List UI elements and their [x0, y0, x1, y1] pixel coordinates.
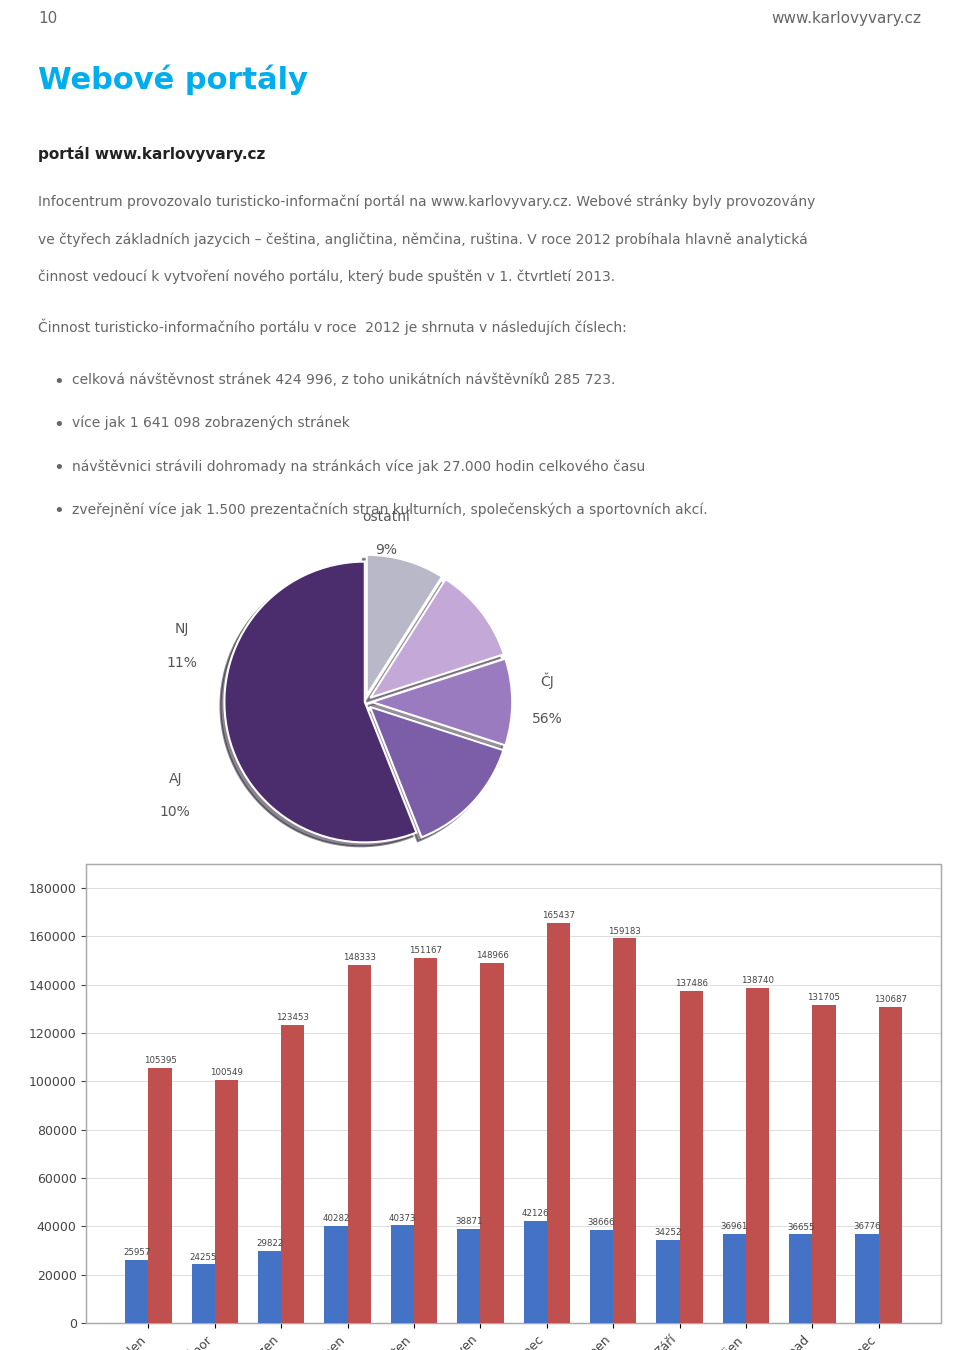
Text: ve čtyřech základních jazycich – čeština, angličtina, němčina, ruština. V roce 2: ve čtyřech základních jazycich – čeština… — [38, 232, 808, 247]
Text: portál www.karlovyvary.cz: portál www.karlovyvary.cz — [38, 146, 266, 162]
Text: 9%: 9% — [374, 543, 396, 558]
Bar — [789, 1234, 812, 1323]
Text: ostatní: ostatní — [362, 510, 410, 524]
Bar — [812, 1004, 835, 1323]
Text: ČJ: ČJ — [540, 672, 554, 690]
Text: 29822: 29822 — [256, 1239, 283, 1247]
Text: 159183: 159183 — [609, 926, 641, 936]
Text: Činnost turisticko-informačního portálu v roce  2012 je shrnuta v následujích čí: Činnost turisticko-informačního portálu … — [38, 319, 627, 335]
Text: 148966: 148966 — [475, 952, 509, 960]
Text: Infocentrum provozovalo turisticko-informační portál na www.karlovyvary.cz. Webo: Infocentrum provozovalo turisticko-infor… — [38, 194, 816, 209]
Bar — [746, 988, 769, 1323]
Text: 56%: 56% — [532, 711, 563, 726]
Text: •: • — [53, 459, 63, 477]
Text: 123453: 123453 — [276, 1012, 309, 1022]
Text: 130687: 130687 — [874, 995, 907, 1004]
Text: AJ: AJ — [169, 772, 182, 786]
Bar — [414, 957, 437, 1323]
Wedge shape — [367, 555, 442, 695]
Text: 151167: 151167 — [409, 946, 443, 954]
Wedge shape — [371, 579, 504, 698]
Bar — [125, 1261, 149, 1323]
Bar — [657, 1241, 680, 1323]
Wedge shape — [370, 707, 503, 837]
Bar — [613, 938, 636, 1323]
Text: činnost vedoucí k vytvoření nového portálu, který bude spuštěn v 1. čtvrtletí 20: činnost vedoucí k vytvoření nového portá… — [38, 270, 615, 285]
Text: 11%: 11% — [167, 656, 198, 670]
Text: 38871: 38871 — [455, 1218, 483, 1226]
Bar — [590, 1230, 613, 1323]
Text: 42126: 42126 — [521, 1210, 549, 1218]
Text: 165437: 165437 — [541, 911, 575, 921]
Text: 36776: 36776 — [853, 1222, 881, 1231]
Bar — [480, 963, 504, 1323]
Text: 38666: 38666 — [588, 1218, 615, 1227]
Text: celková návštěvnost stránek 424 996, z toho unikátních návštěvníků 285 723.: celková návštěvnost stránek 424 996, z t… — [72, 373, 615, 386]
Text: návštěvnici strávili dohromady na stránkách více jak 27.000 hodin celkového času: návštěvnici strávili dohromady na stránk… — [72, 459, 645, 474]
Bar — [281, 1025, 304, 1323]
Text: 25957: 25957 — [123, 1249, 151, 1257]
Text: 24255: 24255 — [189, 1253, 217, 1261]
Wedge shape — [225, 562, 417, 842]
Text: 10: 10 — [38, 11, 58, 26]
Text: 36961: 36961 — [721, 1222, 748, 1231]
Bar — [457, 1228, 480, 1323]
Text: Webové portály: Webové portály — [38, 65, 308, 96]
Text: více jak 1 641 098 zobrazených stránek: více jak 1 641 098 zobrazených stránek — [72, 416, 349, 431]
Bar — [878, 1007, 902, 1323]
Bar — [348, 965, 371, 1323]
Text: •: • — [53, 416, 63, 433]
Bar — [391, 1226, 414, 1323]
Text: 14%: 14% — [356, 931, 387, 945]
Text: NJ: NJ — [175, 622, 189, 636]
Text: 131705: 131705 — [807, 994, 840, 1002]
Bar — [192, 1265, 215, 1323]
Bar — [723, 1234, 746, 1323]
Text: 100549: 100549 — [210, 1068, 243, 1077]
Text: 36655: 36655 — [787, 1223, 814, 1231]
Bar — [258, 1251, 281, 1323]
Text: 105395: 105395 — [144, 1057, 177, 1065]
Bar — [523, 1222, 547, 1323]
Text: 137486: 137486 — [675, 979, 708, 988]
Text: 10%: 10% — [160, 805, 191, 818]
Text: www.karlovyvary.cz: www.karlovyvary.cz — [772, 11, 922, 26]
Text: 138740: 138740 — [741, 976, 774, 986]
Text: 148333: 148333 — [343, 953, 375, 961]
Text: •: • — [53, 373, 63, 390]
Text: 40373: 40373 — [389, 1214, 416, 1223]
Wedge shape — [372, 659, 513, 745]
Bar — [215, 1080, 238, 1323]
Bar — [855, 1234, 878, 1323]
Text: zveřejnění více jak 1.500 prezentačních stran kulturních, společenských a sporto: zveřejnění více jak 1.500 prezentačních … — [72, 502, 708, 517]
Bar — [149, 1068, 172, 1323]
Text: 40282: 40282 — [323, 1214, 349, 1223]
Bar — [324, 1226, 348, 1323]
Text: RJ: RJ — [365, 899, 378, 913]
Text: 34252: 34252 — [654, 1228, 682, 1238]
Bar — [680, 991, 703, 1323]
Bar — [547, 923, 570, 1323]
Text: •: • — [53, 502, 63, 520]
